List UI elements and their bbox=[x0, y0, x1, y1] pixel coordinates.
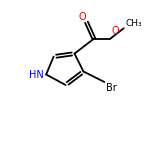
Text: O: O bbox=[111, 26, 119, 36]
Text: O: O bbox=[79, 12, 86, 22]
Text: HN: HN bbox=[29, 69, 44, 79]
Text: CH₃: CH₃ bbox=[125, 19, 142, 28]
Text: Br: Br bbox=[105, 83, 116, 93]
